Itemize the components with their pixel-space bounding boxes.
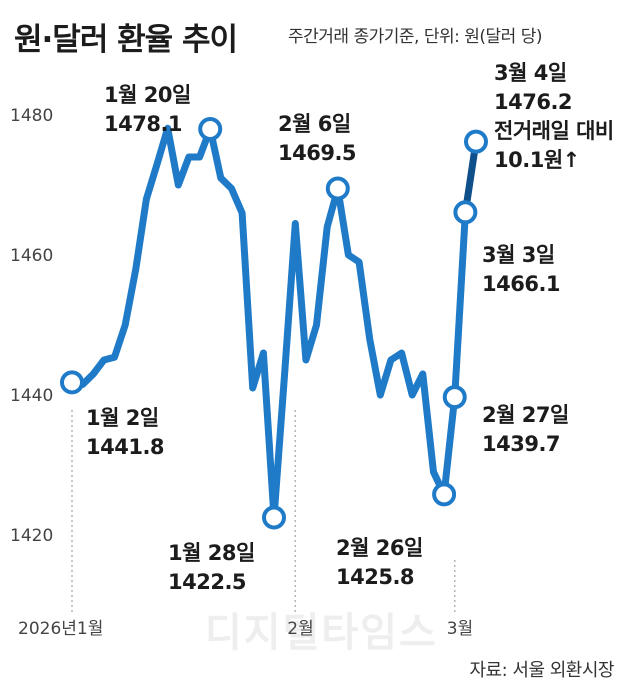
data-point-marker <box>453 200 478 225</box>
data-label: 2월 6일 <box>278 112 351 136</box>
data-point-marker <box>325 176 350 201</box>
data-label: 1425.8 <box>336 565 414 589</box>
watermark: 디지털타임스 <box>205 610 438 656</box>
data-label: 1422.5 <box>168 570 246 594</box>
data-label: 3월 3일 <box>482 243 555 267</box>
data-label: 2월 27일 <box>482 403 569 427</box>
data-label: 2월 26일 <box>336 536 423 560</box>
data-point-marker <box>60 370 84 395</box>
data-point-marker <box>262 505 286 530</box>
y-tick-label: 1480 <box>10 106 53 126</box>
data-point-marker <box>464 129 488 154</box>
chart-title: 원·달러 환율 추이 <box>14 22 238 58</box>
x-tick-label: 3월 <box>447 619 473 639</box>
data-label: 1월 28일 <box>168 541 255 565</box>
series-line <box>68 124 469 521</box>
data-label: 3월 4일 <box>494 61 567 85</box>
y-tick-label: 1440 <box>10 386 53 406</box>
data-label: 1466.1 <box>482 272 560 296</box>
data-label: 전거래일 대비 <box>494 119 614 143</box>
source-note: 자료: 서울 외환시장 <box>469 660 615 681</box>
data-label: 1월 2일 <box>86 406 159 430</box>
data-label: 1476.2 <box>494 90 572 114</box>
y-tick-label: 1460 <box>10 246 53 266</box>
chart-subtitle: 주간거래 종가기준, 단위: 원(달러 당) <box>288 27 542 47</box>
data-point-marker <box>432 482 457 507</box>
data-label: 1469.5 <box>278 141 356 165</box>
data-label: 1439.7 <box>482 432 560 456</box>
data-label: 10.1원↑ <box>494 148 580 172</box>
data-label: 1월 20일 <box>104 83 191 107</box>
data-label: 1441.8 <box>86 435 164 459</box>
data-point-marker <box>442 385 467 410</box>
data-point-marker <box>198 117 223 141</box>
data-label: 1478.1 <box>104 112 182 136</box>
y-tick-label: 1420 <box>10 526 53 546</box>
x-tick-label: 2026년1월 <box>18 619 103 639</box>
x-tick-label: 2월 <box>287 619 313 639</box>
